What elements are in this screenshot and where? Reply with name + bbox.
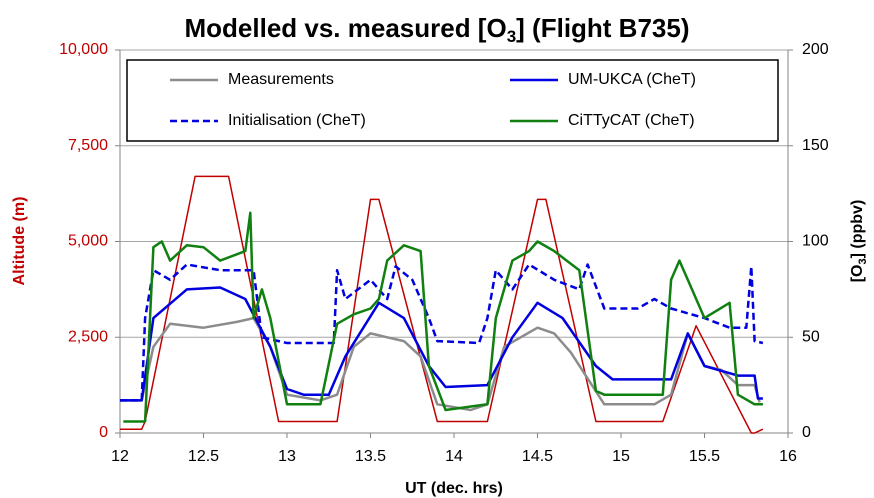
x-tick-label: 13 bbox=[278, 448, 296, 465]
legend-label: CiTTyCAT (CheT) bbox=[568, 112, 695, 129]
x-tick-label: 16 bbox=[779, 448, 797, 465]
y-tick-label: 10,000 bbox=[59, 41, 108, 58]
series-line bbox=[120, 286, 763, 402]
y2-tick-label: 100 bbox=[802, 233, 829, 250]
title-text: ] (Flight B735) bbox=[516, 13, 689, 43]
y2-label-text: ] (ppbv) bbox=[849, 200, 866, 259]
x-tick-label: 14.5 bbox=[522, 448, 553, 465]
y2-label-text: [O bbox=[849, 265, 866, 283]
y2-tick-label: 150 bbox=[802, 137, 829, 154]
chart-title: Modelled vs. measured [O3] (Flight B735) bbox=[184, 13, 689, 47]
y2-tick-label: 0 bbox=[802, 424, 811, 441]
legend-label: UM-UKCA (CheT) bbox=[568, 71, 696, 88]
series-line bbox=[123, 211, 763, 423]
x-tick-label: 12 bbox=[111, 448, 129, 465]
y2-label-sub: 3 bbox=[857, 258, 869, 264]
x-tick-label: 15.5 bbox=[689, 448, 720, 465]
x-axis-label: UT (dec. hrs) bbox=[405, 480, 503, 497]
title-sub: 3 bbox=[507, 27, 516, 46]
y2-tick-label: 200 bbox=[802, 41, 829, 58]
y-tick-label: 0 bbox=[99, 424, 108, 441]
y-tick-label: 5,000 bbox=[68, 233, 108, 250]
title-text: Modelled vs. measured [O bbox=[184, 13, 506, 43]
y2-tick-label: 50 bbox=[802, 328, 820, 345]
series-line bbox=[120, 175, 764, 434]
x-tick-label: 13.5 bbox=[355, 448, 386, 465]
y2-axis-label: [O3] (ppbv) bbox=[849, 200, 869, 283]
x-tick-label: 14 bbox=[445, 448, 463, 465]
x-tick-label: 15 bbox=[612, 448, 630, 465]
x-tick-label: 12.5 bbox=[188, 448, 219, 465]
y-axis-label: Altitude (m) bbox=[11, 197, 28, 286]
legend-box bbox=[126, 59, 779, 142]
y-tick-label: 2,500 bbox=[68, 328, 108, 345]
legend-label: Measurements bbox=[228, 71, 334, 88]
legend-label: Initialisation (CheT) bbox=[228, 112, 366, 129]
y-tick-label: 7,500 bbox=[68, 137, 108, 154]
series-line bbox=[120, 263, 764, 402]
